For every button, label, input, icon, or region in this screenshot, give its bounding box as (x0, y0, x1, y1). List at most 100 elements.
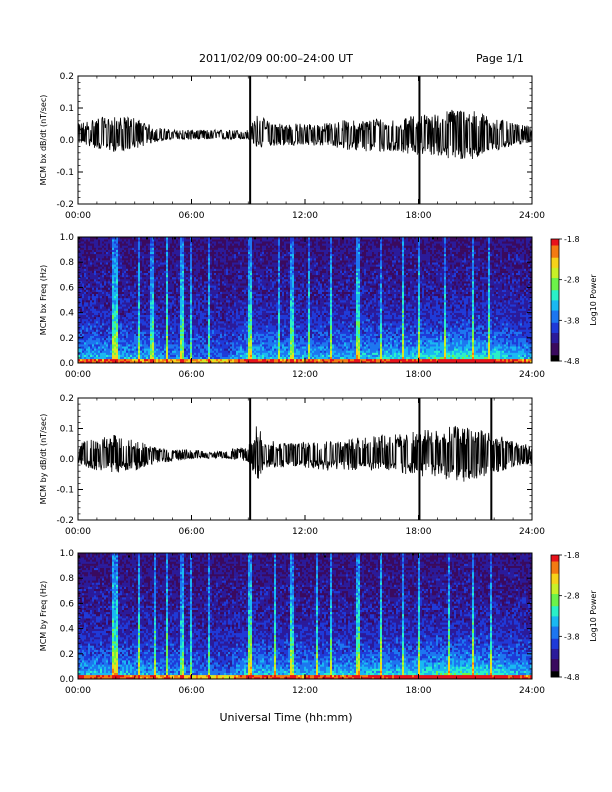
spectrogram-cell (128, 346, 130, 348)
spectrogram-cell (114, 357, 116, 359)
spectrogram-cell (108, 353, 110, 355)
spectrogram-cell (128, 325, 130, 327)
spectrogram-cell (136, 294, 138, 296)
spectrogram-cell (142, 292, 144, 294)
spectrogram-cell (90, 248, 92, 250)
spectrogram-cell (108, 296, 110, 298)
spectrogram-cell (134, 248, 136, 250)
spectrogram-cell (106, 336, 108, 338)
spectrogram-cell (84, 262, 86, 264)
spectrogram-cell (110, 319, 112, 321)
spectrogram-cell (118, 285, 120, 287)
spectrogram-cell (104, 340, 106, 342)
spectrogram-cell (108, 334, 110, 336)
spectrogram-cell (144, 241, 146, 243)
spectrogram-cell (142, 266, 144, 268)
spectrogram-cell (122, 248, 124, 250)
spectrogram-cell (86, 342, 88, 344)
spectrogram-cell (96, 329, 98, 331)
spectrogram-cell (98, 334, 100, 336)
spectrogram-cell (128, 266, 130, 268)
spectrogram-cell (126, 245, 128, 247)
spectrogram-cell (84, 321, 86, 323)
spectrogram-cell (82, 264, 84, 266)
spectrogram-cell (108, 317, 110, 319)
spectrogram-cell (144, 323, 146, 325)
spectrogram-cell (144, 294, 146, 296)
spectrogram-cell (80, 250, 82, 252)
spectrogram-cell (126, 264, 128, 266)
spectrogram-cell (128, 275, 130, 277)
spectrogram-cell (108, 279, 110, 281)
spectrogram-cell (108, 264, 110, 266)
spectrogram-cell (96, 348, 98, 350)
spectrogram-cell (120, 332, 122, 334)
spectrogram-cell (132, 327, 134, 329)
spectrogram-cell (88, 241, 90, 243)
spectrogram-cell (96, 256, 98, 258)
spectrogram-cell (114, 315, 116, 317)
spectrogram-cell (134, 275, 136, 277)
spectrogram-cell (138, 275, 140, 277)
spectrogram-cell (140, 327, 142, 329)
spectrogram-cell (138, 325, 140, 327)
spectrogram-cell (128, 315, 130, 317)
spectrogram-cell (140, 344, 142, 346)
spectrogram-cell (114, 313, 116, 315)
spectrogram-cell (138, 317, 140, 319)
spectrogram-cell (134, 302, 136, 304)
spectrogram-cell (90, 271, 92, 273)
spectrogram-cell (98, 353, 100, 355)
spectrogram-cell (126, 306, 128, 308)
spectrogram-cell (138, 290, 140, 292)
spectrogram-cell (140, 287, 142, 289)
spectrogram-cell (88, 327, 90, 329)
spectrogram-cell (90, 340, 92, 342)
spectrogram-cell (114, 317, 116, 319)
spectrogram-cell (84, 348, 86, 350)
spectrogram-cell (136, 350, 138, 352)
spectrogram-cell (88, 271, 90, 273)
spectrogram-cell (126, 239, 128, 241)
spectrogram-cell (134, 357, 136, 359)
spectrogram-cell (128, 279, 130, 281)
spectrogram-cell (112, 344, 114, 346)
spectrogram-cell (134, 266, 136, 268)
spectrogram-cell (112, 342, 114, 344)
spectrogram-cell (94, 325, 96, 327)
spectrogram-cell (134, 350, 136, 352)
spectrogram-cell (114, 254, 116, 256)
spectrogram-cell (84, 248, 86, 250)
spectrogram-cell (118, 254, 120, 256)
spectrogram-cell (114, 271, 116, 273)
spectrogram-cell (122, 344, 124, 346)
spectrogram-cell (110, 342, 112, 344)
spectrogram-cell (136, 275, 138, 277)
spectrogram-cell (86, 332, 88, 334)
spectrogram-cell (140, 245, 142, 247)
spectrogram-cell (142, 332, 144, 334)
spectrogram-cell (118, 269, 120, 271)
spectrogram-cell (94, 302, 96, 304)
spectrogram-cell (134, 269, 136, 271)
spectrogram-cell (92, 321, 94, 323)
spectrogram-cell (112, 250, 114, 252)
spectrogram-cell (142, 336, 144, 338)
spectrogram-cell (86, 287, 88, 289)
spectrogram-cell (106, 269, 108, 271)
spectrogram-cell (92, 292, 94, 294)
spectrogram-cell (106, 256, 108, 258)
spectrogram-cell (82, 258, 84, 260)
spectrogram-cell (146, 260, 148, 262)
spectrogram-cell (116, 275, 118, 277)
spectrogram-cell (110, 298, 112, 300)
spectrogram-cell (108, 300, 110, 302)
spectrogram-cell (94, 321, 96, 323)
spectrogram-cell (138, 311, 140, 313)
spectrogram-cell (138, 321, 140, 323)
spectrogram-cell (134, 327, 136, 329)
spectrogram-cell (114, 346, 116, 348)
spectrogram-cell (124, 243, 126, 245)
spectrogram-cell (108, 355, 110, 357)
spectrogram-cell (106, 248, 108, 250)
